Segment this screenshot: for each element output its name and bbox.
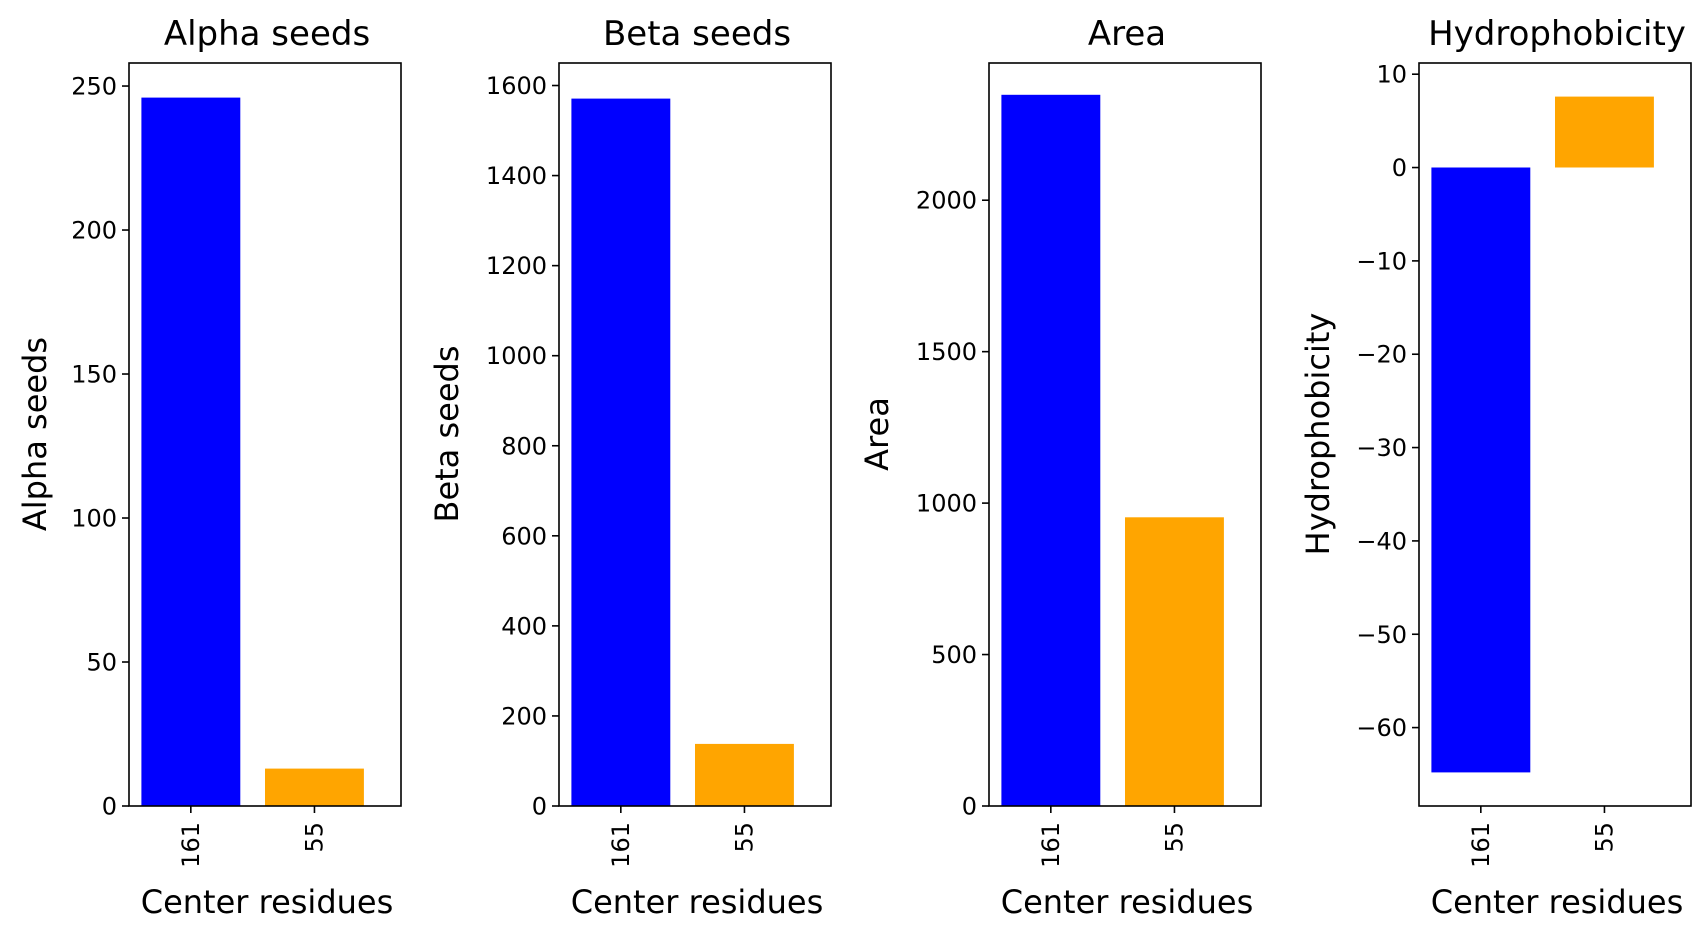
y-tick-label: 10 bbox=[1376, 61, 1407, 89]
y-axis-label: Alpha seeds bbox=[16, 337, 54, 531]
y-tick-label: −60 bbox=[1356, 714, 1407, 742]
y-axis-label: Beta seeds bbox=[428, 346, 466, 523]
x-tick-label: 55 bbox=[1160, 822, 1188, 853]
panel-hydrophobicity: Hydrophobicity Center residues Hydrophob… bbox=[1299, 14, 1692, 921]
y-tick-label: 1200 bbox=[486, 252, 547, 280]
y-tick-label: 500 bbox=[931, 641, 977, 669]
y-tick-label: 1400 bbox=[486, 162, 547, 190]
y-tick-label: 0 bbox=[962, 793, 977, 821]
bar-161 bbox=[1001, 94, 1101, 807]
panel-beta-seeds: Beta seeds Center residues Beta seeds 16… bbox=[428, 14, 832, 921]
y-tick-label: 0 bbox=[1392, 154, 1407, 182]
y-tick-label: 1500 bbox=[916, 338, 977, 366]
axes-frame bbox=[128, 62, 402, 807]
bar-161 bbox=[1431, 167, 1531, 773]
y-tick-label: −10 bbox=[1356, 247, 1407, 275]
x-axis-label: Center residues bbox=[1431, 883, 1684, 921]
x-tick-label: 161 bbox=[177, 822, 205, 868]
y-tick-label: 150 bbox=[71, 361, 117, 389]
y-tick-label: 200 bbox=[71, 217, 117, 245]
x-axis-label: Center residues bbox=[571, 883, 824, 921]
y-tick-label: 250 bbox=[71, 73, 117, 101]
x-tick-label: 161 bbox=[607, 822, 635, 868]
bar-55 bbox=[695, 743, 794, 806]
y-tick-label: −20 bbox=[1356, 341, 1407, 369]
y-tick-label: −30 bbox=[1356, 434, 1407, 462]
axes-frame bbox=[988, 62, 1262, 807]
x-tick-label: 55 bbox=[730, 822, 758, 853]
panel-alpha-seeds: Alpha seeds Center residues Alpha seeds … bbox=[16, 14, 402, 921]
y-tick-label: 1000 bbox=[486, 342, 547, 370]
panel-title: Hydrophobicity bbox=[1428, 14, 1686, 54]
y-tick-label: 100 bbox=[71, 505, 117, 533]
panel-title: Alpha seeds bbox=[164, 14, 370, 54]
y-tick-label: 400 bbox=[501, 612, 547, 640]
bar-161 bbox=[571, 98, 671, 807]
x-tick-label: 161 bbox=[1037, 822, 1065, 868]
x-axis-label: Center residues bbox=[1001, 883, 1254, 921]
y-tick-label: 50 bbox=[86, 649, 117, 677]
bar-55 bbox=[1125, 517, 1224, 806]
x-tick-label: 55 bbox=[300, 822, 328, 853]
y-tick-label: 0 bbox=[102, 793, 117, 821]
y-tick-label: 1000 bbox=[916, 490, 977, 518]
panel-area: Area Center residues Area 161 55 0 500 1000 1… bbox=[858, 14, 1262, 921]
bar-161 bbox=[141, 97, 241, 807]
panel-title: Area bbox=[1088, 14, 1166, 54]
x-axis-label: Center residues bbox=[141, 883, 394, 921]
panel-title: Beta seeds bbox=[603, 14, 791, 54]
x-tick-label: 161 bbox=[1467, 822, 1495, 868]
x-tick-label: 55 bbox=[1590, 822, 1618, 853]
y-tick-label: 600 bbox=[501, 522, 547, 550]
y-tick-label: 2000 bbox=[916, 187, 977, 215]
y-tick-label: −50 bbox=[1356, 621, 1407, 649]
y-tick-label: 800 bbox=[501, 432, 547, 460]
y-tick-label: 1600 bbox=[486, 72, 547, 100]
y-tick-label: 200 bbox=[501, 702, 547, 730]
bar-55 bbox=[265, 768, 364, 806]
axes-frame bbox=[558, 62, 832, 807]
y-axis-label: Hydrophobicity bbox=[1299, 313, 1337, 556]
bar-55 bbox=[1555, 96, 1654, 168]
axes-frame bbox=[1418, 62, 1692, 807]
y-tick-label: −40 bbox=[1356, 527, 1407, 555]
y-tick-label: 0 bbox=[532, 793, 547, 821]
y-axis-label: Area bbox=[858, 397, 896, 471]
